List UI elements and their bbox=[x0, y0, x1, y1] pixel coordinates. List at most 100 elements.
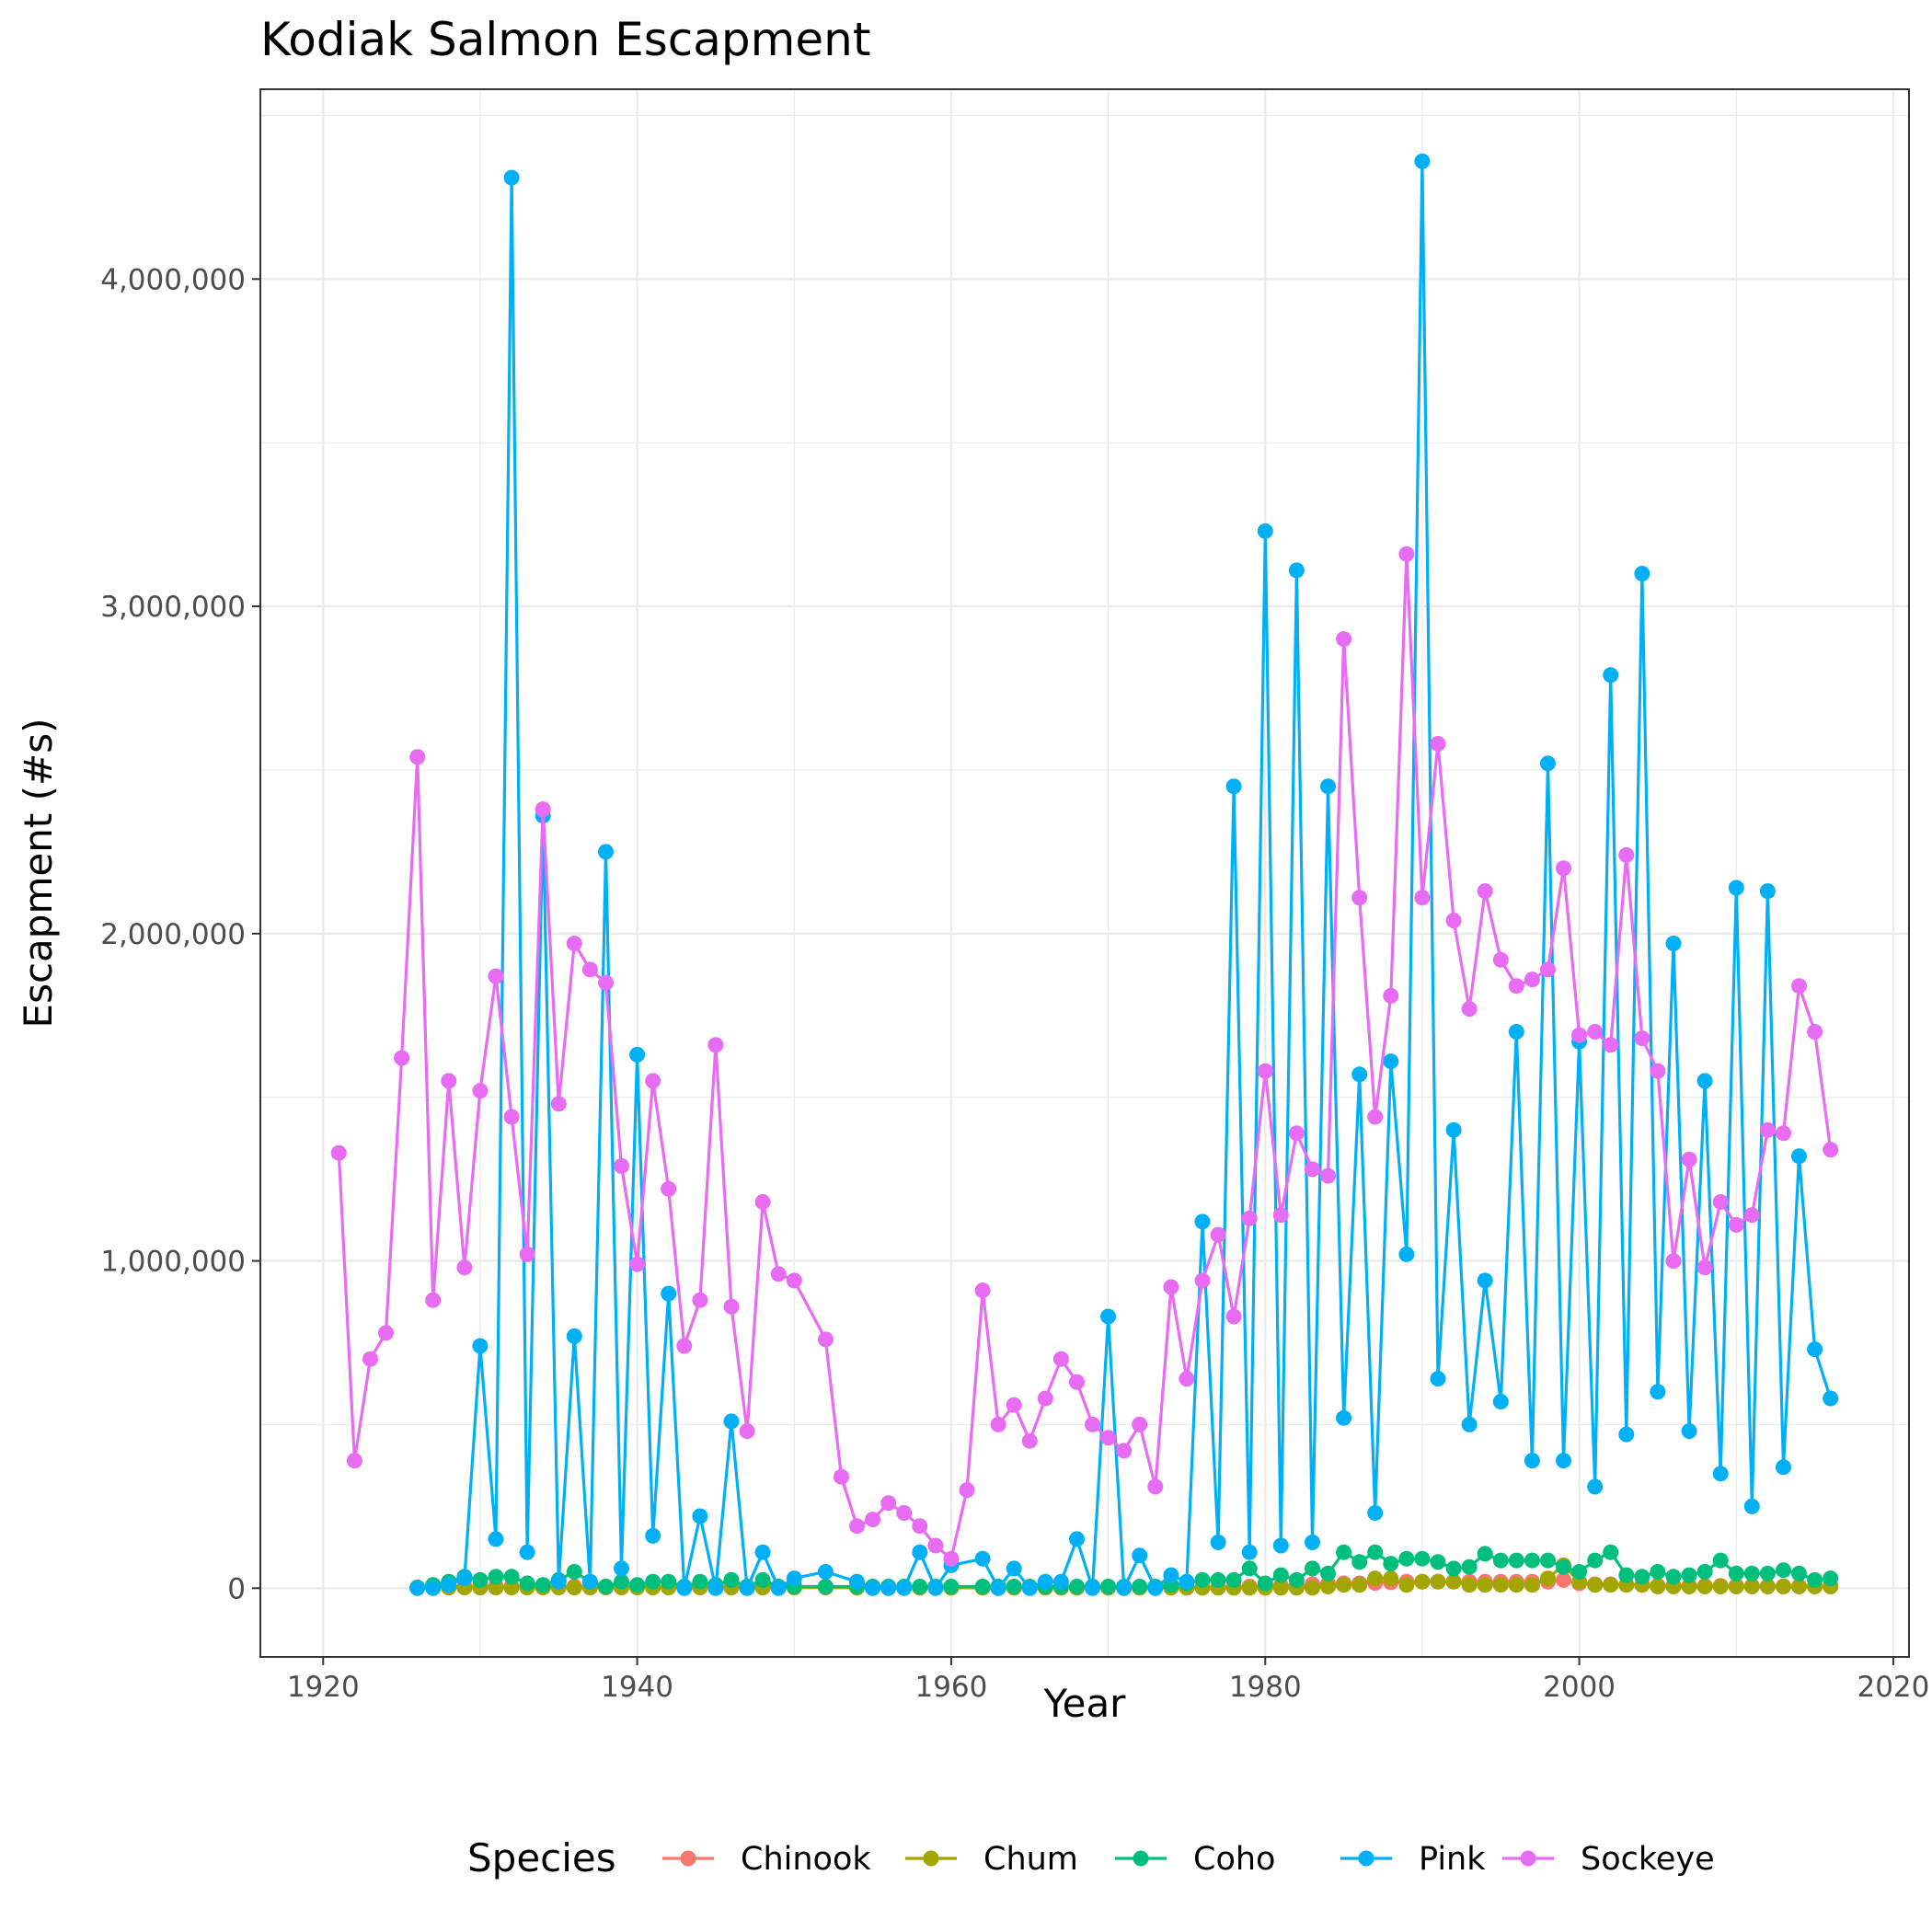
data-point-sockeye bbox=[1383, 987, 1399, 1004]
data-point-sockeye bbox=[330, 1144, 347, 1161]
legend: Species Chinook Chum Coho Pink Sockeye bbox=[467, 1835, 1715, 1880]
data-point-sockeye bbox=[472, 1083, 489, 1099]
data-point-chum bbox=[1776, 1579, 1791, 1594]
data-point-sockeye bbox=[1665, 1253, 1682, 1270]
data-point-pink bbox=[770, 1580, 787, 1596]
y-tick-label: 4,000,000 bbox=[100, 263, 246, 296]
data-point-sockeye bbox=[1398, 546, 1415, 562]
data-point-pink bbox=[1540, 755, 1556, 772]
data-point-sockeye bbox=[1430, 736, 1446, 752]
data-point-pink bbox=[1006, 1560, 1022, 1577]
data-point-sockeye bbox=[1603, 1037, 1619, 1053]
data-point-coho bbox=[974, 1579, 991, 1594]
data-point-chum bbox=[1728, 1579, 1744, 1594]
data-point-coho bbox=[1807, 1571, 1823, 1588]
data-point-coho bbox=[817, 1579, 834, 1594]
data-point-pink bbox=[1823, 1390, 1839, 1407]
data-point-pink bbox=[707, 1580, 724, 1596]
data-point-sockeye bbox=[817, 1331, 834, 1348]
data-point-coho bbox=[1132, 1579, 1148, 1594]
y-axis-title: Escapment (#s) bbox=[16, 719, 61, 1029]
series-line-pink bbox=[417, 159, 1833, 1590]
data-point-sockeye bbox=[1210, 1226, 1226, 1243]
data-point-sockeye bbox=[1508, 978, 1524, 995]
data-point-pink bbox=[1618, 1426, 1635, 1443]
data-point-chum bbox=[1241, 1580, 1258, 1596]
data-point-coho bbox=[1383, 1556, 1399, 1572]
data-point-coho bbox=[1225, 1571, 1242, 1588]
data-point-pink bbox=[1288, 562, 1305, 579]
data-point-chum bbox=[1696, 1579, 1713, 1594]
data-point-sockeye bbox=[865, 1512, 881, 1528]
data-point-pink bbox=[550, 1573, 567, 1590]
data-point-pink bbox=[849, 1573, 865, 1590]
data-point-pink bbox=[425, 1580, 442, 1596]
data-point-chum bbox=[566, 1580, 582, 1596]
data-point-pink bbox=[1241, 1544, 1258, 1560]
data-point-coho bbox=[566, 1564, 582, 1580]
legend-key-point bbox=[680, 1850, 696, 1867]
legend-item-pink: Pink bbox=[1340, 1841, 1486, 1878]
data-point-coho bbox=[1556, 1558, 1571, 1575]
x-tick-label: 1960 bbox=[914, 1671, 987, 1704]
data-point-pink bbox=[927, 1580, 944, 1596]
data-point-coho bbox=[1461, 1558, 1478, 1575]
data-point-coho bbox=[1367, 1544, 1384, 1560]
data-point-coho bbox=[1776, 1562, 1791, 1579]
data-point-coho bbox=[1288, 1571, 1305, 1588]
x-tick-label: 2000 bbox=[1543, 1671, 1616, 1704]
data-point-pink bbox=[1728, 880, 1744, 896]
data-point-coho bbox=[1336, 1544, 1352, 1560]
series-layer bbox=[330, 153, 1839, 1596]
data-point-pink bbox=[1052, 1573, 1069, 1590]
data-point-pink bbox=[1320, 778, 1336, 795]
data-point-pink bbox=[1272, 1537, 1289, 1554]
data-point-sockeye bbox=[645, 1073, 661, 1089]
data-point-pink bbox=[786, 1570, 802, 1587]
data-point-pink bbox=[676, 1580, 693, 1596]
data-point-coho bbox=[1305, 1560, 1320, 1577]
data-point-pink bbox=[409, 1580, 426, 1596]
data-point-coho bbox=[1791, 1565, 1807, 1581]
data-point-chum bbox=[1524, 1577, 1540, 1593]
data-point-coho bbox=[535, 1577, 551, 1593]
data-point-sockeye bbox=[1823, 1142, 1839, 1158]
data-point-sockeye bbox=[1650, 1063, 1666, 1079]
data-point-sockeye bbox=[1006, 1397, 1022, 1413]
data-point-coho bbox=[1414, 1550, 1431, 1567]
data-point-sockeye bbox=[1492, 951, 1509, 968]
data-point-chum bbox=[1305, 1580, 1320, 1596]
legend-item-coho: Coho bbox=[1115, 1841, 1275, 1878]
data-point-sockeye bbox=[1272, 1207, 1289, 1224]
data-point-pink bbox=[912, 1544, 928, 1560]
y-tick-label: 1,000,000 bbox=[100, 1246, 246, 1279]
data-point-pink bbox=[896, 1580, 913, 1596]
legend-key-point bbox=[1520, 1850, 1536, 1867]
y-tick-label: 0 bbox=[227, 1572, 246, 1605]
data-point-sockeye bbox=[739, 1423, 755, 1439]
data-point-sockeye bbox=[1179, 1371, 1195, 1387]
series-line-coho bbox=[417, 1550, 1831, 1590]
data-point-coho bbox=[1524, 1552, 1540, 1569]
data-point-pink bbox=[519, 1544, 535, 1560]
data-point-pink bbox=[1194, 1213, 1211, 1230]
data-point-sockeye bbox=[378, 1325, 394, 1341]
data-point-sockeye bbox=[1225, 1308, 1242, 1325]
data-point-pink bbox=[1305, 1535, 1320, 1550]
data-point-pink bbox=[1712, 1466, 1729, 1482]
data-point-sockeye bbox=[707, 1037, 724, 1053]
data-point-sockeye bbox=[614, 1157, 629, 1174]
data-point-coho bbox=[943, 1579, 960, 1594]
data-point-pink bbox=[1665, 936, 1682, 951]
data-point-chum bbox=[1351, 1577, 1368, 1593]
data-point-sockeye bbox=[661, 1180, 677, 1197]
data-point-sockeye bbox=[974, 1282, 991, 1299]
data-point-coho bbox=[1100, 1579, 1117, 1594]
data-point-sockeye bbox=[1116, 1443, 1133, 1459]
data-point-chum bbox=[1650, 1579, 1666, 1594]
data-point-pink bbox=[1587, 1478, 1604, 1495]
data-point-sockeye bbox=[1807, 1024, 1823, 1040]
data-point-pink bbox=[1556, 1453, 1571, 1469]
data-point-chum bbox=[1743, 1579, 1760, 1594]
